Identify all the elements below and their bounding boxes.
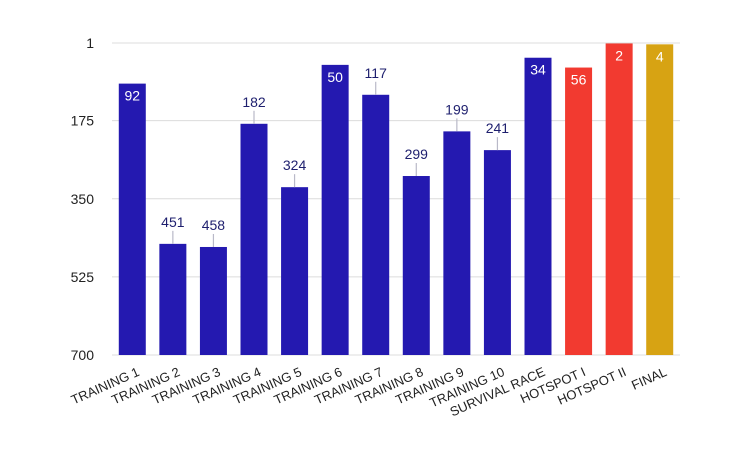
data-label: 182 (242, 94, 266, 110)
bar (321, 64, 349, 355)
bar (240, 123, 268, 355)
bar (524, 57, 552, 355)
bar (402, 176, 430, 355)
bar (646, 44, 674, 356)
data-label: 4 (656, 48, 664, 64)
bar (483, 150, 511, 355)
x-tick-label: FINAL (629, 364, 669, 393)
data-labels: 92 451 458 182 324 50 117 299 199 241 34 56 2 4 (124, 47, 664, 247)
data-label: 92 (124, 88, 140, 104)
data-label: 199 (445, 101, 469, 117)
bar (605, 43, 633, 355)
bar (159, 243, 187, 355)
data-label: 241 (486, 120, 510, 136)
data-label: 50 (327, 69, 343, 85)
y-tick-label: 700 (71, 347, 95, 363)
y-axis-ticks: 1 175 350 525 700 (71, 35, 95, 363)
data-label: 451 (161, 214, 185, 230)
y-tick-label: 350 (71, 191, 95, 207)
bar (281, 187, 309, 355)
data-label: 299 (405, 146, 429, 162)
data-label: 34 (530, 62, 546, 78)
data-label: 2 (615, 47, 623, 63)
bar (118, 83, 146, 355)
bars (118, 43, 674, 356)
data-label: 324 (283, 157, 307, 173)
data-label: 117 (365, 65, 388, 81)
data-label: 56 (571, 72, 587, 88)
y-tick-label: 1 (86, 35, 94, 51)
y-tick-label: 525 (71, 269, 95, 285)
bar (199, 246, 227, 355)
bar (443, 131, 471, 355)
data-label: 458 (202, 217, 226, 233)
y-tick-label: 175 (71, 113, 95, 129)
bar (565, 67, 593, 356)
bar (362, 94, 390, 355)
gridlines (112, 42, 680, 356)
